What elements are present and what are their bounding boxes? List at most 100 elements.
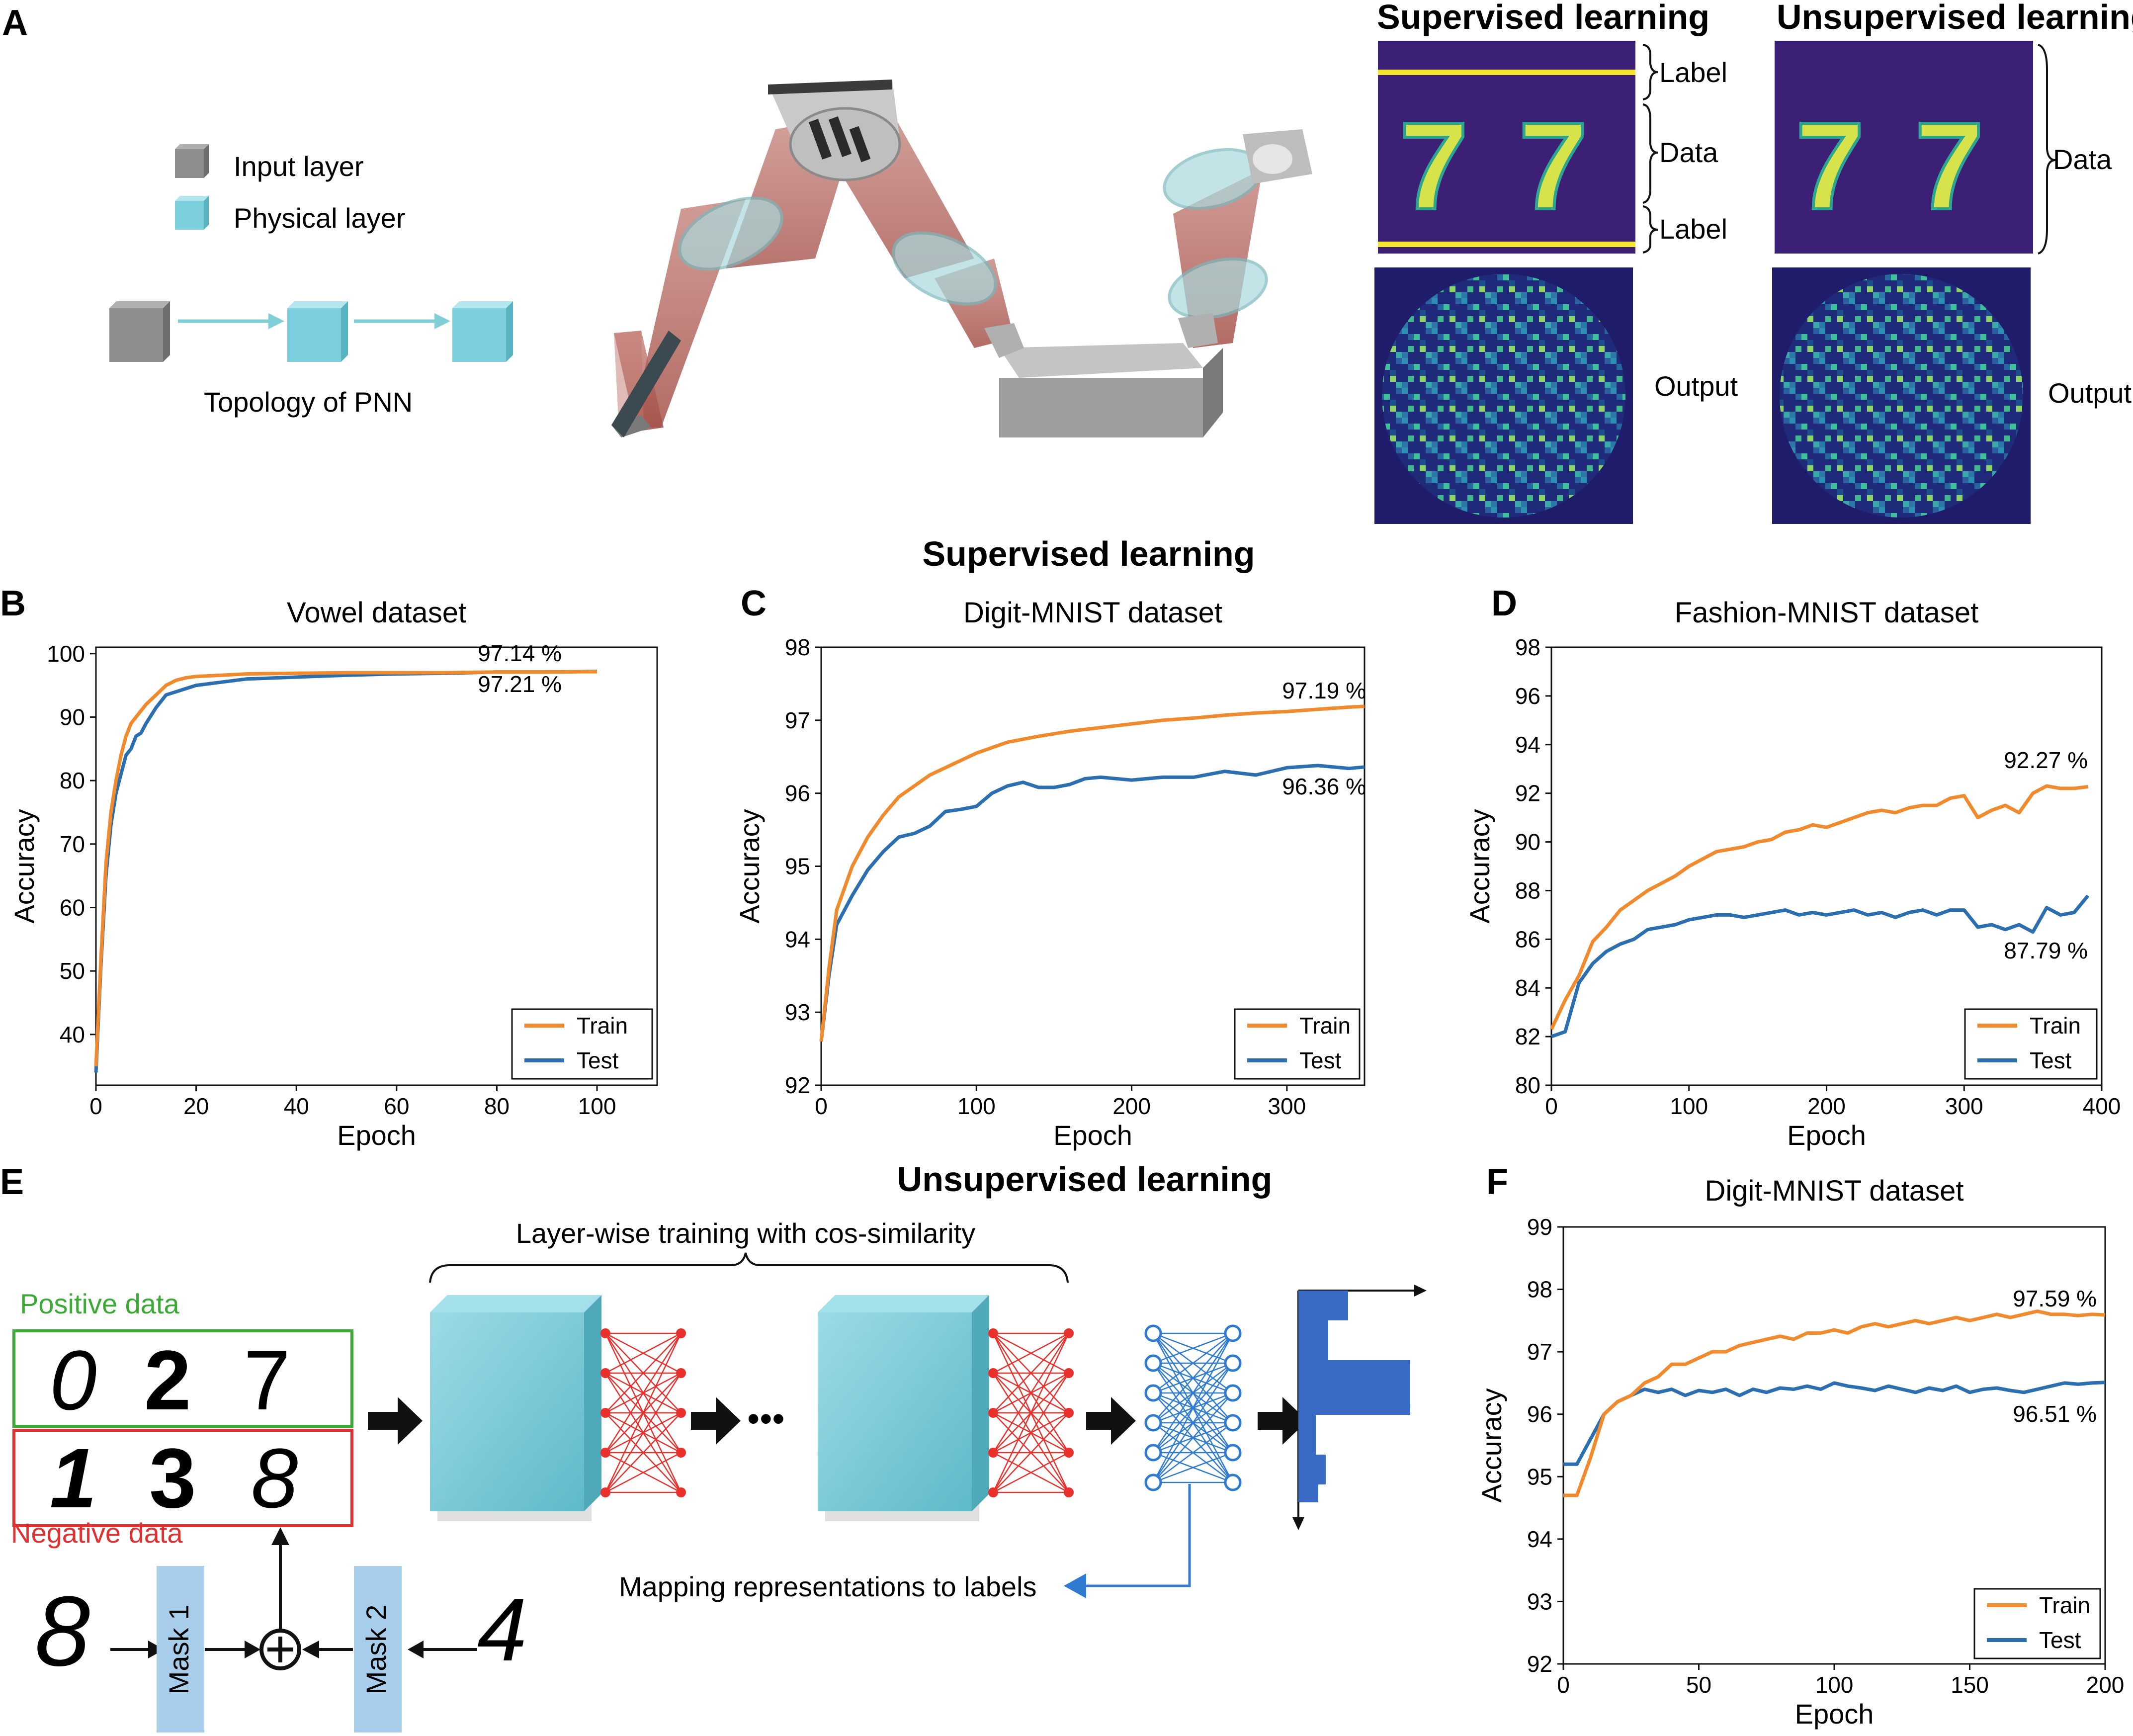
physical-layer-cube-2 xyxy=(818,1295,989,1521)
arrow-readout-to-histogram xyxy=(1258,1397,1307,1445)
panel-a: A Input layer Physical layer xyxy=(2,0,2133,524)
x-tick-label: 100 xyxy=(1670,1093,1708,1119)
x-tick-label: 200 xyxy=(1807,1093,1846,1119)
x-tick-label: 100 xyxy=(957,1093,996,1119)
input-layer-cube-icon xyxy=(175,144,209,178)
arrow-head xyxy=(408,1641,424,1658)
legend-label-train: Train xyxy=(1299,1013,1351,1039)
optical-setup-illustration xyxy=(611,80,1312,437)
mask-1-label: Mask 1 xyxy=(163,1605,194,1695)
net-node xyxy=(1144,1474,1162,1491)
a-label-bottom: Label xyxy=(1659,213,1727,245)
unsupervised-output-speckle xyxy=(1772,267,2031,524)
legend-label-test: Test xyxy=(2039,1627,2081,1653)
y-tick-label: 96 xyxy=(1527,1401,1552,1427)
net-edge xyxy=(1152,1333,1234,1453)
y-tick-label: 86 xyxy=(1515,926,1540,952)
y-axis-label: Accuracy xyxy=(8,809,40,923)
data-annotation: 97.21 % xyxy=(478,671,562,697)
legend-box xyxy=(511,1008,653,1080)
positive-digit-1: 2 xyxy=(144,1333,191,1428)
unsupervised-brace xyxy=(2038,44,2056,255)
net-node xyxy=(1144,1324,1162,1342)
topology-label: Topology of PNN xyxy=(204,386,413,418)
x-tick-label: 200 xyxy=(2086,1672,2125,1698)
series-line-test xyxy=(1563,1381,2106,1466)
legend-label-test: Test xyxy=(1299,1047,1342,1073)
a-output-right: Output xyxy=(2048,377,2132,409)
data-annotation: 97.19 % xyxy=(1282,678,1366,703)
legend-label-test: Test xyxy=(2030,1047,2072,1073)
net-edge xyxy=(992,1333,1070,1493)
chart-title: Digit-MNIST dataset xyxy=(963,597,1222,629)
chart-title: Vowel dataset xyxy=(287,597,466,629)
net-edge xyxy=(605,1452,682,1493)
x-axis-label: Epoch xyxy=(1795,1698,1874,1730)
y-tick-label: 88 xyxy=(1515,877,1540,903)
series-line-train xyxy=(1549,784,2088,1030)
y-tick-label: 82 xyxy=(1515,1024,1540,1049)
a-label-top: Label xyxy=(1659,57,1727,88)
panel-label-c: C xyxy=(741,584,767,623)
net-node xyxy=(1064,1328,1074,1338)
chart-fashion-mnist: Fashion-MNIST dataset 0 100 200 300 400 80 82 84… xyxy=(1464,597,2121,1151)
net-edge xyxy=(1152,1363,1234,1483)
data-annotation: 87.79 % xyxy=(2004,938,2088,963)
mapping-arrow xyxy=(1084,1484,1191,1587)
series-line-train xyxy=(819,704,1365,1042)
chart-title: Digit-MNIST dataset xyxy=(1705,1175,1963,1207)
mask-2-label: Mask 2 xyxy=(360,1605,392,1695)
net-node xyxy=(1064,1448,1074,1458)
net-node xyxy=(676,1328,686,1338)
y-tick-label: 96 xyxy=(785,781,810,806)
unsupervised-digit-right: 7 xyxy=(1915,96,1984,235)
series-line-train xyxy=(1563,1309,2106,1497)
net-node xyxy=(988,1448,998,1458)
net-edge xyxy=(1153,1332,1233,1364)
x-axis-label: Epoch xyxy=(1787,1120,1866,1151)
physical-layer-cube-icon xyxy=(175,196,209,230)
positive-data-box xyxy=(12,1329,353,1428)
negative-digit-2: 8 xyxy=(251,1431,298,1526)
x-tick-label: 50 xyxy=(1686,1672,1711,1698)
negative-digit-1: 3 xyxy=(149,1431,196,1526)
net-edge xyxy=(1153,1333,1233,1393)
x-tick-label: 0 xyxy=(815,1093,828,1119)
y-tick-label: 60 xyxy=(60,894,85,920)
red-network-2 xyxy=(988,1328,1074,1497)
positive-digit-2: 7 xyxy=(244,1333,291,1428)
positive-digit-0: 0 xyxy=(50,1333,97,1428)
positive-data-label: Positive data xyxy=(20,1288,179,1319)
x-tick-label: 0 xyxy=(1557,1672,1570,1698)
y-axis-label: Accuracy xyxy=(1476,1388,1507,1502)
blue-readout-network xyxy=(1144,1324,1242,1491)
panel-e: Positive data 0 2 7 1 3 8 Negative data … xyxy=(11,1217,1427,1733)
y-axis-label: Accuracy xyxy=(734,809,765,923)
net-edge xyxy=(993,1412,1069,1493)
legend-box xyxy=(1234,1008,1361,1080)
net-edge xyxy=(605,1333,682,1413)
chart-title: Fashion-MNIST dataset xyxy=(1675,597,1978,629)
y-tick-label: 92 xyxy=(1527,1651,1552,1677)
net-edge xyxy=(604,1333,682,1493)
net-edge xyxy=(605,1412,682,1493)
y-tick-label: 97 xyxy=(785,707,810,733)
net-node xyxy=(988,1328,998,1338)
supervised-input-image: 7 7 xyxy=(1378,41,1635,254)
net-edge xyxy=(993,1333,1069,1413)
y-tick-label: 95 xyxy=(1527,1464,1552,1489)
net-edge xyxy=(993,1452,1069,1493)
a-data-label: Data xyxy=(1659,137,1718,168)
arrow-head xyxy=(271,1527,289,1545)
net-edge xyxy=(1153,1333,1233,1423)
supervised-digit-left: 7 xyxy=(1399,96,1468,235)
x-tick-label: 400 xyxy=(2083,1093,2121,1119)
plot-frame xyxy=(95,646,658,1086)
legend-label-test: Test xyxy=(577,1047,619,1073)
legend-box xyxy=(1964,1008,2098,1080)
y-tick-label: 80 xyxy=(60,768,85,793)
unsupervised-digit-left: 7 xyxy=(1795,96,1865,235)
net-node xyxy=(1144,1414,1162,1432)
net-edge xyxy=(1153,1422,1233,1483)
legend-box xyxy=(1973,1588,2101,1659)
